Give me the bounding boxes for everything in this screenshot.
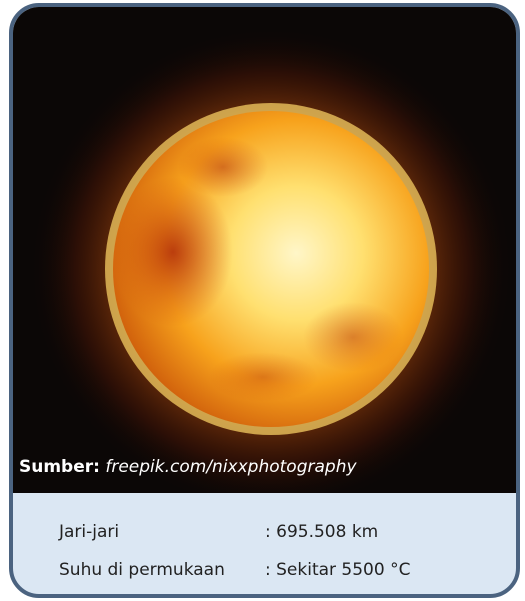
caption-label: Sumber:: [19, 457, 100, 477]
info-value: : 695.508 km: [265, 513, 378, 551]
info-key: Suhu di permukaan: [59, 551, 265, 589]
caption-source: freepik.com/nixxphotography: [105, 457, 356, 477]
card: Sumber: freepik.com/nixxphotography Jari…: [9, 3, 520, 598]
page: {"image": {"source_label": "Sumber:", "s…: [0, 0, 525, 601]
sun-photo: [13, 7, 516, 493]
info-key: Jari-jari: [59, 513, 265, 551]
info-row: Jari-jari: 695.508 km: [59, 513, 410, 551]
info-value: : Sekitar 5500 °C: [265, 551, 410, 589]
info-row: Suhu di permukaan: Sekitar 5500 °C: [59, 551, 410, 589]
photo-caption: Sumber: freepik.com/nixxphotography: [19, 457, 357, 477]
